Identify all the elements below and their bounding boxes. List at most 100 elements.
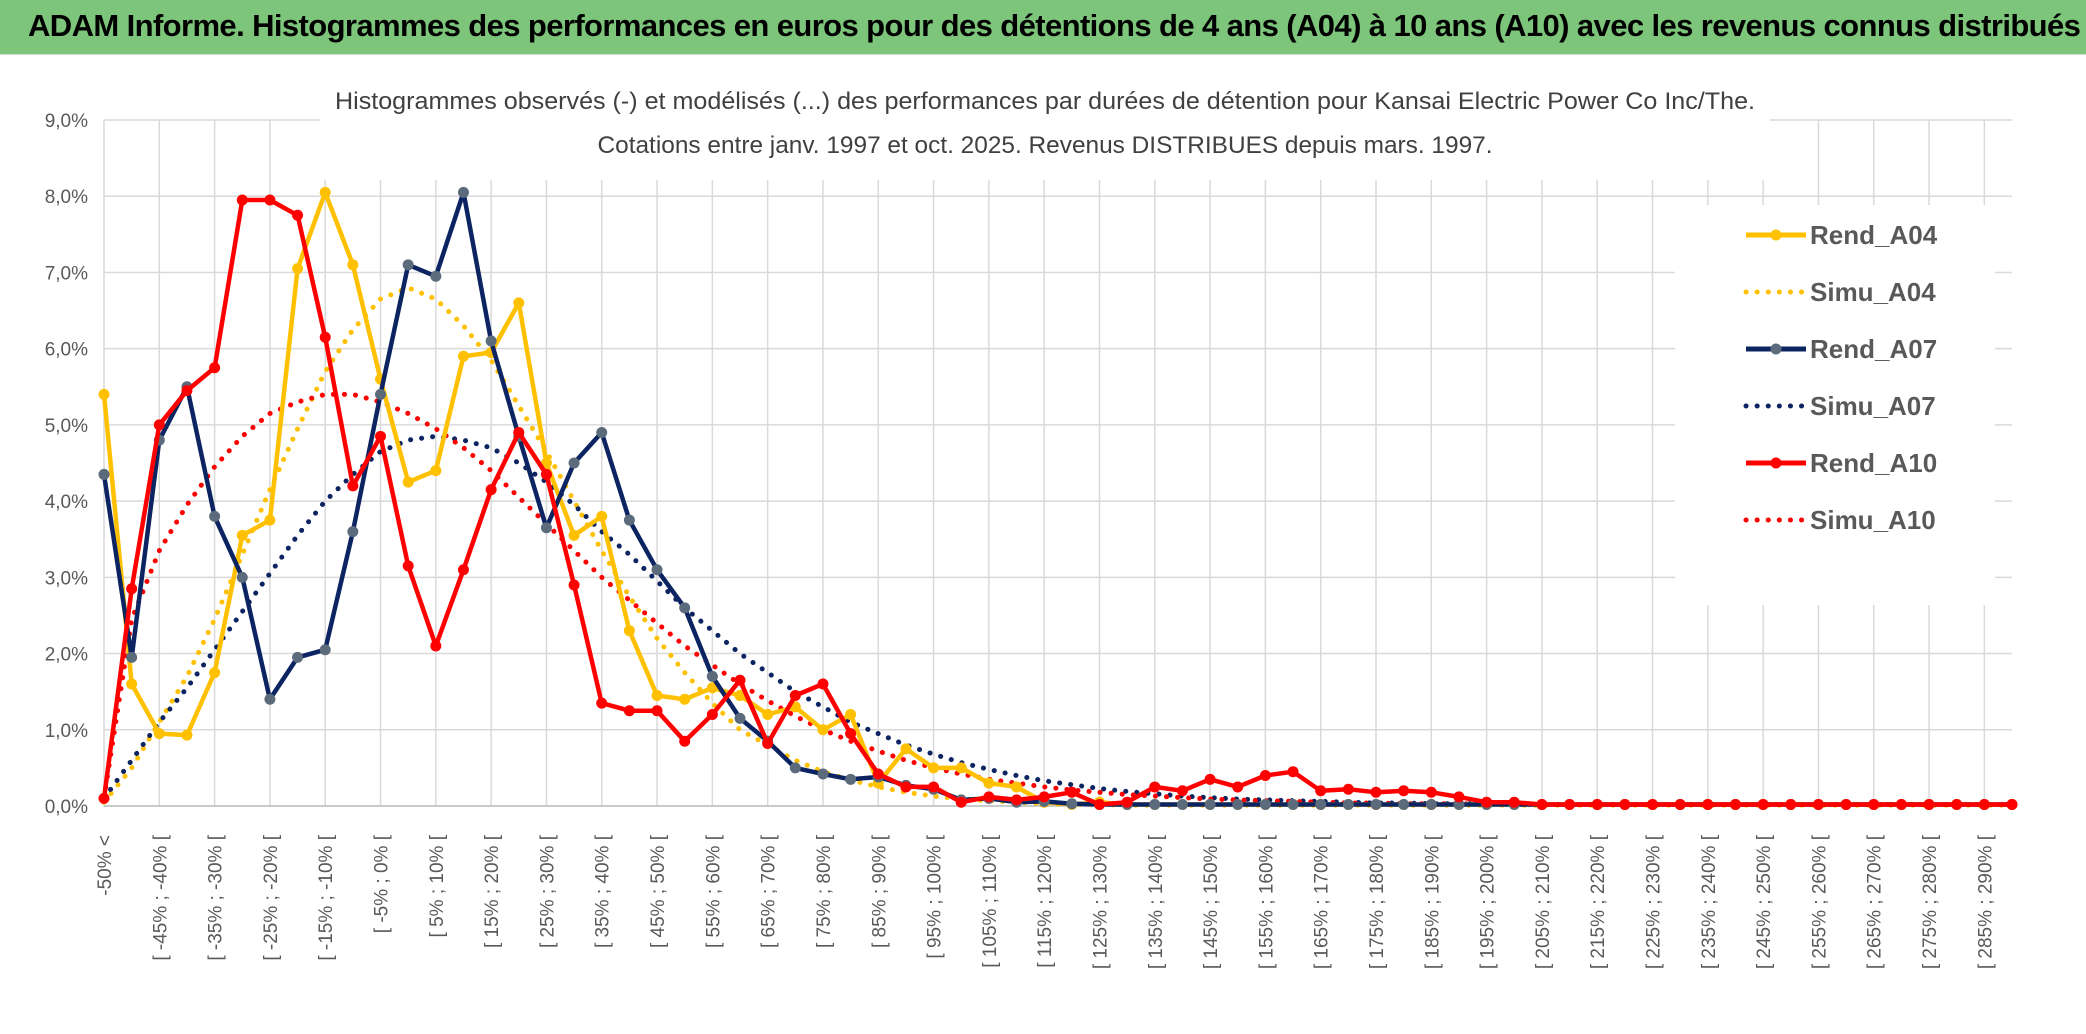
legend-marker (1770, 229, 1782, 241)
x-tick-label: [ 175% ; 180% [ (1367, 834, 1388, 969)
data-point (1702, 798, 1714, 810)
x-tick-label: [ -35% ; -30% [ (206, 834, 227, 960)
data-point (928, 762, 940, 774)
x-tick-label: [ 245% ; 250% [ (1754, 834, 1775, 969)
data-point (1398, 785, 1410, 797)
data-point (1812, 798, 1824, 810)
data-point (1398, 798, 1410, 810)
data-point (1259, 798, 1271, 810)
x-tick-label: [ 285% ; 290% [ (1975, 834, 1996, 969)
x-tick-label: [ 45% ; 50% [ (648, 834, 669, 948)
data-point (1564, 798, 1576, 810)
data-point (1923, 798, 1935, 810)
y-tick-label: 8,0% (45, 187, 88, 208)
data-point (623, 705, 635, 717)
data-point (623, 625, 635, 637)
x-tick-label: [ 135% ; 140% [ (1146, 834, 1167, 969)
x-tick-label: [ -15% ; -10% [ (316, 834, 337, 960)
data-point (651, 564, 663, 576)
x-tick-label: [ 95% ; 100% [ (925, 834, 946, 958)
data-point (955, 796, 967, 808)
legend-item: Rend_A04 (1746, 220, 1938, 250)
x-tick-label: [ 145% ; 150% [ (1201, 834, 1222, 969)
data-point (98, 468, 110, 480)
data-point (181, 385, 193, 397)
y-tick-label: 7,0% (45, 263, 88, 284)
x-tick-label: [ 265% ; 270% [ (1865, 834, 1886, 969)
x-tick-label: [ 255% ; 260% [ (1809, 834, 1830, 969)
data-point (264, 194, 276, 206)
x-tick-label: [ 165% ; 170% [ (1312, 834, 1333, 969)
data-point (264, 693, 276, 705)
data-point (1176, 798, 1188, 810)
data-point (153, 419, 165, 431)
data-point (568, 529, 580, 541)
series-rend-a10 (98, 194, 2018, 810)
x-tick-label: [ 55% ; 60% [ (703, 834, 724, 948)
data-point (1176, 785, 1188, 797)
x-tick-label: [ 225% ; 230% [ (1644, 834, 1665, 969)
data-point (568, 579, 580, 591)
legend-label: Rend_A10 (1810, 448, 1937, 478)
data-point (1978, 798, 1990, 810)
data-point (1508, 796, 1520, 808)
data-point (1481, 796, 1493, 808)
x-tick-label: [ 195% ; 200% [ (1478, 834, 1499, 969)
title-banner: ADAM Informe. Histogrammes des performan… (0, 0, 2086, 54)
data-point (485, 335, 497, 347)
series-simu-a10 (101, 391, 2015, 807)
x-tick-label: [ 15% ; 20% [ (482, 834, 503, 948)
y-tick-label: 4,0% (45, 492, 88, 513)
data-point (319, 644, 331, 656)
x-tick-label: [ -45% ; -40% [ (150, 834, 171, 960)
x-tick-label: [ -5% ; 0% [ (372, 834, 393, 933)
data-point (1011, 781, 1023, 793)
data-point (319, 331, 331, 343)
data-point (2006, 798, 2018, 810)
data-point (1149, 781, 1161, 793)
data-point (679, 735, 691, 747)
data-point (513, 427, 525, 439)
data-point (568, 457, 580, 469)
data-point (126, 651, 138, 663)
data-point (98, 792, 110, 804)
data-point (236, 194, 248, 206)
data-point (236, 529, 248, 541)
data-point (1729, 798, 1741, 810)
data-point (126, 583, 138, 595)
data-point (789, 689, 801, 701)
x-tick-label: [ 125% ; 130% [ (1090, 834, 1111, 969)
data-point (126, 678, 138, 690)
data-point (872, 768, 884, 780)
data-point (1011, 794, 1023, 806)
series-line (101, 391, 2015, 807)
x-tick-label: [ 35% ; 40% [ (593, 834, 614, 948)
x-tick-label: [ 275% ; 280% [ (1920, 834, 1941, 969)
legend-item: Rend_A07 (1746, 334, 1937, 364)
legend: Rend_A04 Simu_A04 Rend_A07 Simu_A07 Rend_A10… (1675, 205, 1995, 605)
x-tick-label: [ 235% ; 240% [ (1699, 834, 1720, 969)
data-point (762, 737, 774, 749)
x-tick-label: [ 215% ; 220% [ (1588, 834, 1609, 969)
data-point (1066, 798, 1078, 810)
data-point (1425, 798, 1437, 810)
histogram-chart: 0,0% 1,0% 2,0% 3,0% 4,0% 5,0% 6,0% 7,0% 8,0% 9,0%… (45, 80, 2018, 969)
x-tick-label: [ 115% ; 120% [ (1035, 834, 1056, 967)
data-point (236, 571, 248, 583)
series-line (101, 197, 2012, 807)
data-point (457, 350, 469, 362)
data-point (1370, 798, 1382, 810)
y-tick-label: 6,0% (45, 340, 88, 361)
chart-area: 0,0% 1,0% 2,0% 3,0% 4,0% 5,0% 6,0% 7,0% 8,0% 9,0%… (0, 54, 2086, 1034)
x-tick-label: [ -25% ; -20% [ (261, 834, 282, 960)
x-tick-label: [ 25% ; 30% [ (537, 834, 558, 948)
data-point (623, 514, 635, 526)
data-point (1370, 786, 1382, 798)
data-point (1342, 783, 1354, 795)
legend-item: Rend_A10 (1746, 448, 1937, 478)
data-point (1647, 798, 1659, 810)
data-point (1287, 766, 1299, 778)
data-point (292, 651, 304, 663)
chart-title: Histogrammes observés (-) et modélisés (… (335, 88, 1755, 115)
data-point (1342, 798, 1354, 810)
